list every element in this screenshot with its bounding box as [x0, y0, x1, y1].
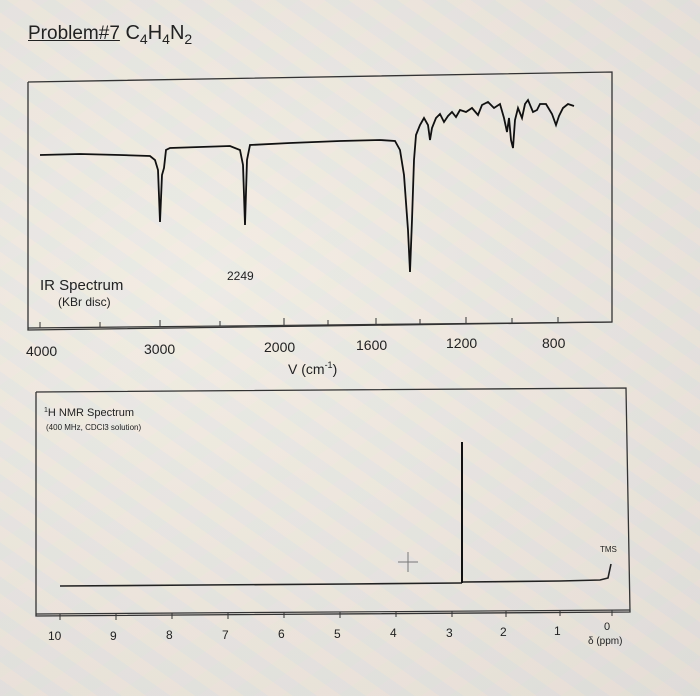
- ir-tick-800: 800: [542, 335, 566, 351]
- nmr-axis-line: [35, 609, 631, 615]
- ir-tick-1200: 1200: [446, 335, 477, 351]
- ir-tick-3000: 3000: [144, 341, 175, 357]
- nmr-frame: [35, 387, 631, 617]
- ir-axis-label: V (cm-1): [288, 360, 337, 377]
- ir-tick-1600: 1600: [356, 337, 387, 353]
- formula-c-count: 4: [139, 31, 148, 47]
- ir-title: IR Spectrum: [40, 277, 123, 294]
- nmr-tick-9: 9: [110, 629, 117, 643]
- nmr-tick-5: 5: [334, 627, 341, 641]
- nmr-tick-6: 6: [278, 627, 285, 641]
- ir-trace: [39, 98, 575, 273]
- nmr-tms-label: TMS: [600, 545, 617, 554]
- crosshair-mark: [398, 552, 418, 572]
- ir-peak-label: 2249: [227, 269, 254, 283]
- problem-label: Problem#7: [28, 23, 120, 44]
- ir-tick-2000: 2000: [264, 339, 295, 355]
- nmr-ticks: [59, 610, 613, 620]
- nmr-tick-10: 10: [48, 629, 62, 643]
- nmr-tick-2: 2: [500, 625, 507, 639]
- nmr-tick-4: 4: [390, 626, 397, 640]
- nmr-tick-7: 7: [222, 628, 229, 642]
- nmr-baseline: [59, 582, 462, 587]
- formula-h-count: 4: [162, 31, 170, 47]
- ir-tick-4000: 4000: [26, 343, 57, 359]
- formula-n-count: 2: [184, 31, 193, 47]
- nmr-tick-0: 0: [604, 621, 610, 633]
- molecular-formula: C4H4N2: [125, 22, 193, 47]
- nmr-tick-1: 1: [554, 624, 561, 638]
- nmr-tick-8: 8: [166, 628, 173, 642]
- ir-axis-line: [27, 321, 613, 329]
- ir-subtitle: (KBr disc): [58, 295, 111, 309]
- nmr-subtitle: (400 MHz, CDCl3 solution): [46, 423, 141, 432]
- nmr-title: 1H NMR Spectrum: [44, 407, 134, 419]
- ir-ticks: [39, 317, 559, 328]
- formula-c: C: [125, 22, 140, 44]
- nmr-baseline-right: [462, 563, 612, 583]
- problem-title: Problem#7 C4H4N2: [28, 22, 192, 47]
- formula-n: N: [169, 22, 185, 44]
- nmr-tick-3: 3: [446, 626, 453, 640]
- formula-h: H: [147, 22, 163, 44]
- nmr-axis-label: δ (ppm): [588, 636, 622, 647]
